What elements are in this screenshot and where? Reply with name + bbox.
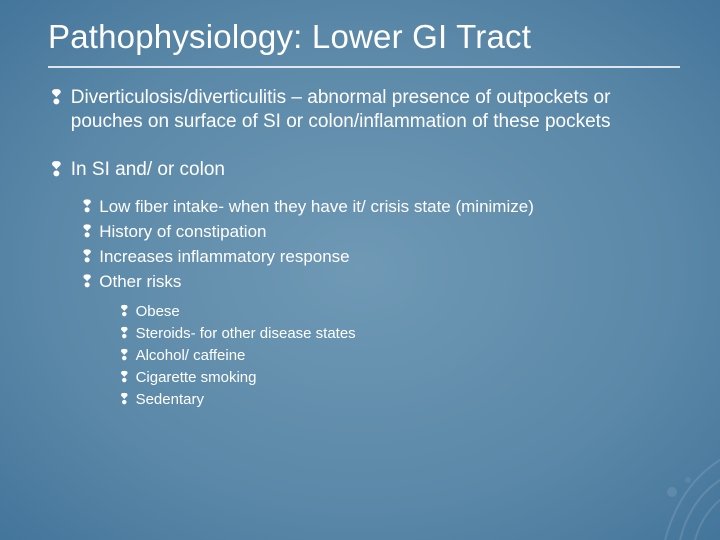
bullet-text: Obese (136, 302, 180, 322)
bullet-level2: ❢ Low fiber intake- when they have it/ c… (48, 196, 680, 218)
bullet-glyph-icon: ❢ (80, 271, 94, 293)
bullet-text: Sedentary (136, 390, 204, 410)
bullet-text: In SI and/ or colon (71, 158, 225, 182)
bullet-glyph-icon: ❢ (118, 324, 131, 344)
bullet-text: Low fiber intake- when they have it/ cri… (99, 196, 534, 218)
bullet-text: Increases inflammatory response (99, 246, 349, 268)
bullet-glyph-icon: ❢ (48, 158, 65, 182)
bullet-text: Cigarette smoking (136, 368, 257, 388)
bullet-level3: ❢ Obese (48, 302, 680, 322)
bullet-text: History of constipation (99, 221, 266, 243)
bullet-level3: ❢ Cigarette smoking (48, 368, 680, 388)
bullet-glyph-icon: ❢ (80, 221, 94, 243)
bullet-level2: ❢ Other risks (48, 271, 680, 293)
bullet-glyph-icon: ❢ (118, 302, 131, 322)
slide: Pathophysiology: Lower GI Tract ❢ Divert… (0, 0, 720, 540)
bullet-glyph-icon: ❢ (80, 246, 94, 268)
bullet-text: Alcohol/ caffeine (136, 346, 246, 366)
bullet-level2: ❢ History of constipation (48, 221, 680, 243)
bullet-text: Diverticulosis/diverticulitis – abnormal… (71, 86, 680, 134)
corner-ornament-icon (610, 430, 720, 540)
title-divider (48, 66, 680, 68)
bullet-glyph-icon: ❢ (118, 368, 131, 388)
bullet-level3: ❢ Sedentary (48, 390, 680, 410)
bullet-glyph-icon: ❢ (118, 346, 131, 366)
bullet-text: Other risks (99, 271, 181, 293)
bullet-level2: ❢ Increases inflammatory response (48, 246, 680, 268)
bullet-glyph-icon: ❢ (48, 86, 65, 110)
slide-title: Pathophysiology: Lower GI Tract (48, 18, 680, 56)
bullet-level3: ❢ Alcohol/ caffeine (48, 346, 680, 366)
bullet-glyph-icon: ❢ (118, 390, 131, 410)
bullet-level3: ❢ Steroids- for other disease states (48, 324, 680, 344)
bullet-level1: ❢ Diverticulosis/diverticulitis – abnorm… (48, 86, 680, 134)
bullet-glyph-icon: ❢ (80, 196, 94, 218)
bullet-level1: ❢ In SI and/ or colon (48, 158, 680, 182)
bullet-text: Steroids- for other disease states (136, 324, 356, 344)
